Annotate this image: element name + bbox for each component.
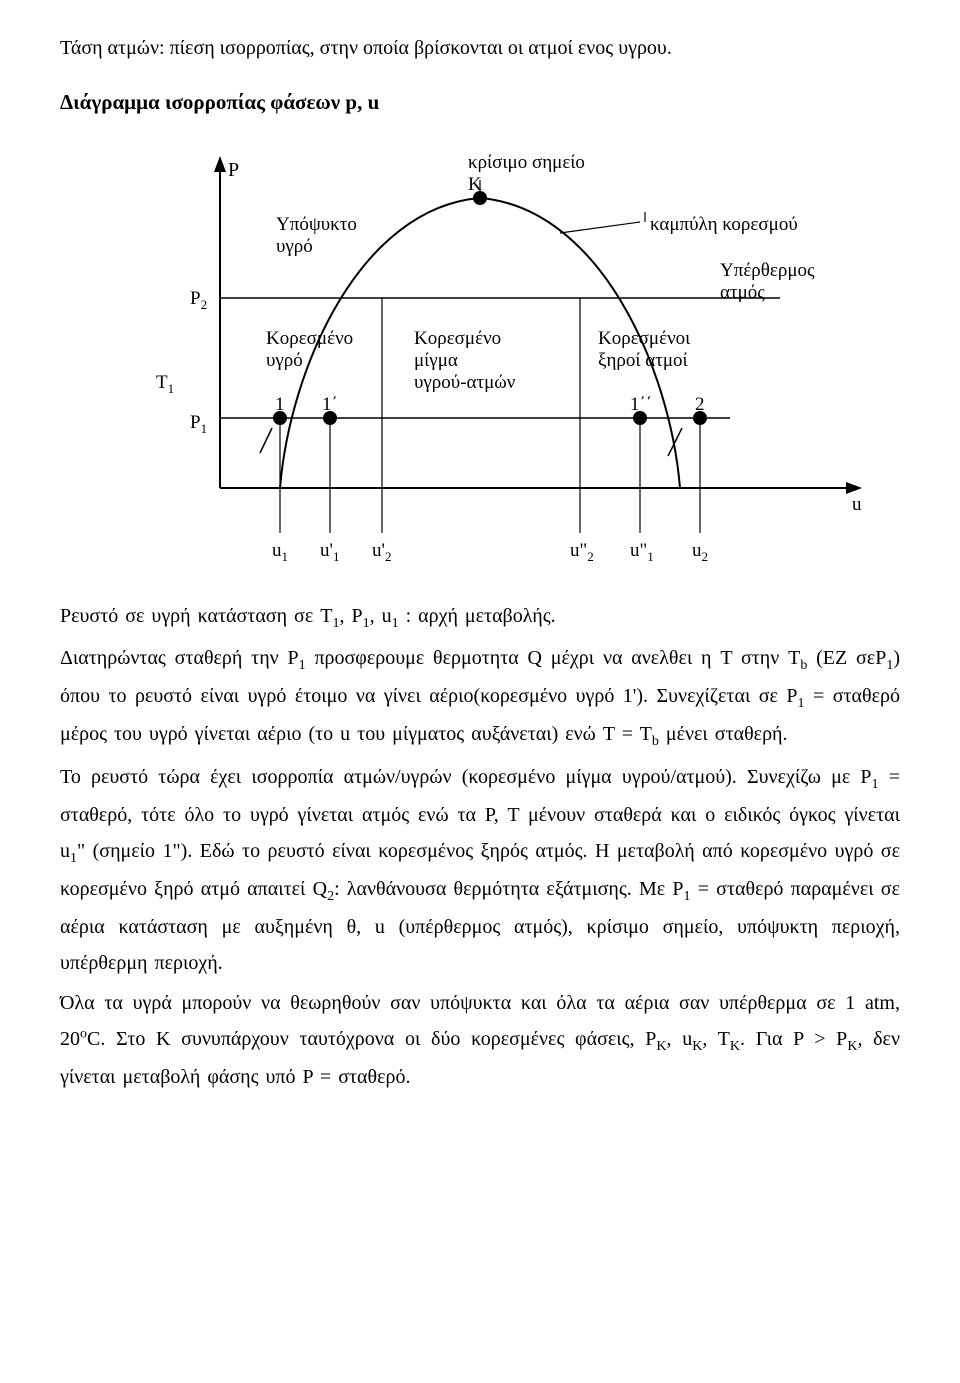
paragraph-1: Ρευστό σε υγρή κατάσταση σε T1, P1, u1 :… [60, 598, 900, 636]
svg-text:κρίσιμο σημείο: κρίσιμο σημείο [468, 152, 585, 173]
svg-text:1΄΄: 1΄΄ [630, 394, 652, 415]
svg-text:υγρό: υγρό [266, 350, 303, 371]
svg-text:Κορεσμένο: Κορεσμένο [414, 328, 501, 349]
svg-text:P1: P1 [190, 412, 207, 436]
svg-text:u"1: u"1 [630, 540, 654, 564]
svg-text:u'2: u'2 [372, 540, 391, 564]
phase-diagram: P P2 P1 T1 1 1΄ 1΄΄ 2 u1 u'1 u'2 u"2 u"1 u2 u κρίσιμο σ… [120, 138, 880, 580]
svg-text:u'1: u'1 [320, 540, 339, 564]
svg-text:Κορεσμένο: Κορεσμένο [266, 328, 353, 349]
svg-text:καμπύλη κορεσμού: καμπύλη κορεσμού [650, 214, 798, 235]
svg-text:K: K [468, 174, 482, 195]
svg-text:T1: T1 [156, 372, 174, 396]
svg-text:2: 2 [695, 394, 705, 415]
section-title: Διάγραμμα ισορροπίας φάσεων p, u [60, 84, 900, 122]
svg-text:P: P [228, 159, 239, 181]
svg-text:u2: u2 [692, 540, 708, 564]
paragraph-4: Όλα τα υγρά μπορούν να θεωρηθούν σαν υπό… [60, 985, 900, 1095]
svg-text:ξηροί ατμοί: ξηροί ατμοί [598, 350, 689, 371]
body-text: Ρευστό σε υγρή κατάσταση σε T1, P1, u1 :… [60, 598, 900, 1096]
svg-text:u: u [852, 494, 862, 515]
svg-text:P2: P2 [190, 288, 207, 312]
phase-diagram-svg: P P2 P1 T1 1 1΄ 1΄΄ 2 u1 u'1 u'2 u"2 u"1 u2 u κρίσιμο σ… [120, 138, 880, 568]
paragraph-3: Το ρευστό τώρα έχει ισορροπία ατμών/υγρώ… [60, 759, 900, 982]
vapor-pressure-definition: Τάση ατμών: πίεση ισορροπίας, στην οποία… [60, 30, 900, 66]
svg-text:1: 1 [275, 394, 285, 415]
svg-text:μίγμα: μίγμα [414, 350, 458, 371]
svg-text:υγρό: υγρό [276, 236, 313, 257]
svg-text:Υπέρθερμος: Υπέρθερμος [720, 260, 815, 281]
svg-text:υγρού-ατμών: υγρού-ατμών [414, 372, 516, 393]
paragraph-2: Διατηρώντας σταθερή την P1 προσφερουμε θ… [60, 640, 900, 755]
svg-text:Κορεσμένοι: Κορεσμένοι [598, 328, 691, 349]
svg-text:u"2: u"2 [570, 540, 594, 564]
svg-text:Υπόψυκτο: Υπόψυκτο [276, 214, 357, 235]
svg-text:ατμός: ατμός [720, 282, 765, 303]
svg-text:u1: u1 [272, 540, 288, 564]
svg-text:1΄: 1΄ [322, 394, 338, 415]
